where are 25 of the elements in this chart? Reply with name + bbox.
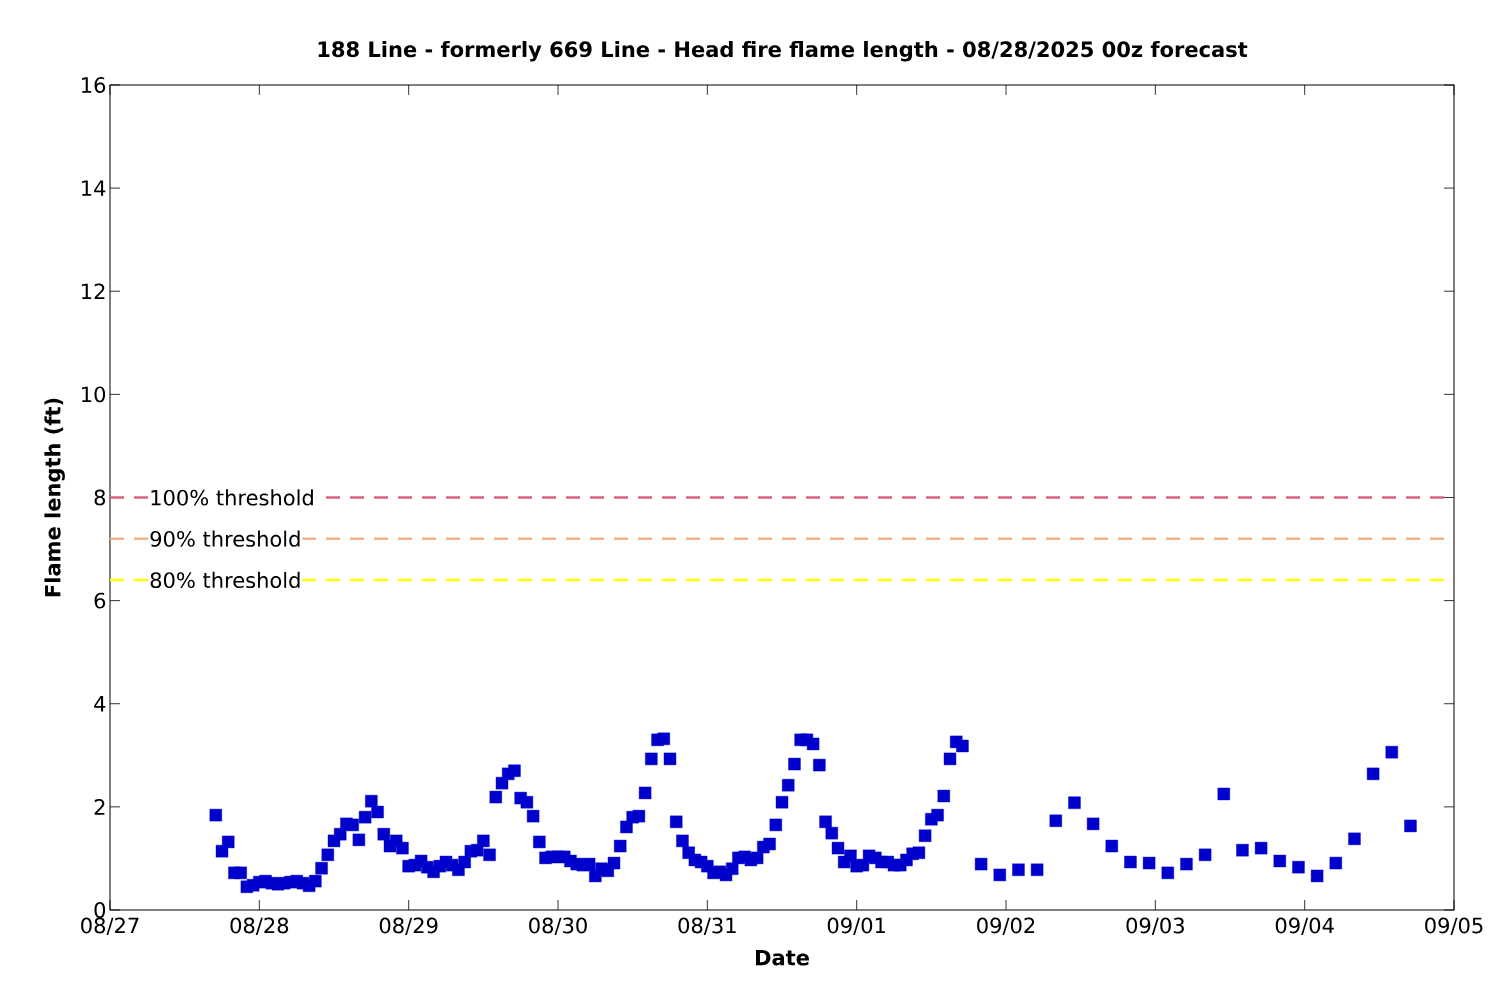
y-tick-label: 14 — [82, 180, 106, 196]
y-tick-label: 0 — [94, 902, 106, 918]
y-tick-label: 16 — [82, 77, 106, 93]
x-tick-label: 09/03 — [1126, 917, 1184, 936]
y-tick-label: 10 — [82, 386, 106, 403]
y-tick-label: 8 — [94, 489, 106, 506]
chart-title: 188 Line - formerly 669 Line - Head fire flame length - 08/28/2025 00z forecast — [318, 40, 1248, 62]
y-tick-label: 2 — [94, 799, 105, 815]
x-tick-label: 08/27 — [81, 917, 139, 936]
ref-line-label: 90% threshold — [150, 530, 300, 547]
x-tick-label: 08/28 — [230, 917, 289, 936]
x-tick-label: 09/02 — [977, 917, 1035, 936]
x-tick-label: 08/29 — [379, 917, 438, 936]
x-axis-title: Date — [755, 949, 809, 966]
y-tick-label: 6 — [94, 592, 106, 609]
ref-line-label: 80% threshold — [150, 571, 300, 589]
x-tick-label: 09/04 — [1275, 917, 1334, 936]
x-tick-label: 09/01 — [827, 917, 885, 936]
x-tick-label: 09/05 — [1425, 917, 1483, 936]
y-tick-label: 12 — [82, 283, 105, 300]
x-tick-label: 08/30 — [529, 917, 587, 936]
x-tick-label: 08/31 — [678, 917, 736, 936]
y-axis-title: Flame length (ft) — [44, 398, 65, 597]
ref-line-label: 100% threshold — [151, 489, 313, 506]
y-tick-label: 4 — [94, 696, 106, 712]
